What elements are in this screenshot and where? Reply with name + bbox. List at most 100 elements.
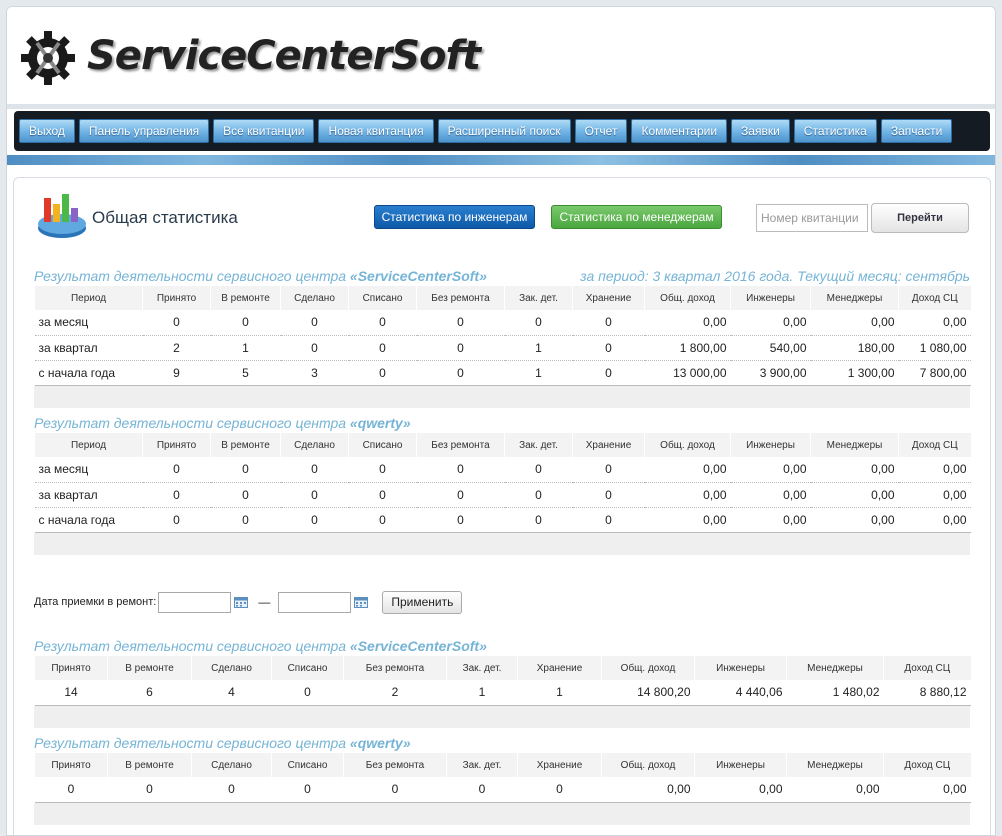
- table-footer: [34, 705, 970, 728]
- nav-control-panel[interactable]: Панель управления: [78, 119, 210, 143]
- column-header: Сделано: [191, 753, 272, 777]
- table-cell: 0,00: [898, 482, 971, 508]
- table-cell: 0: [572, 360, 645, 386]
- column-header: Без ремонта: [416, 433, 505, 457]
- nav-parts[interactable]: Запчасти: [880, 119, 953, 143]
- table-cell: 0,00: [810, 482, 899, 508]
- period-stats-table: Период Принято В ремонте Сделано Списано Без …: [34, 433, 971, 533]
- date-from-input[interactable]: [158, 591, 232, 613]
- nav-comments[interactable]: Комментарии: [631, 119, 728, 143]
- date-filter: Дата приемки в ремонт: — Применить: [34, 590, 463, 614]
- table-cell: 0: [271, 777, 344, 803]
- calendar-icon[interactable]: [354, 596, 369, 608]
- table-cell: 0: [348, 457, 417, 483]
- period-note: за период: 3 квартал 2016 года. Текущий …: [580, 268, 970, 284]
- table-cell: за квартал: [34, 482, 143, 508]
- table-cell: 14 800,20: [601, 680, 695, 706]
- column-header: Доход СЦ: [883, 753, 971, 777]
- column-header: Зак. дет.: [446, 753, 518, 777]
- table-cell: 0: [504, 457, 573, 483]
- apply-button[interactable]: Применить: [382, 590, 463, 614]
- center-name: «qwerty»: [349, 415, 411, 431]
- date-separator: —: [258, 595, 271, 609]
- column-header: Сделано: [280, 433, 349, 457]
- table-cell: 0,00: [898, 457, 971, 483]
- table-cell: 0: [517, 777, 602, 803]
- table-cell: 6: [107, 680, 192, 706]
- table-cell: 4 440,06: [694, 680, 787, 706]
- period-stats-section: Результат деятельности сервисного центра…: [34, 413, 971, 555]
- table-row: 0 0 0 0 0 0 0 0,00 0,00 0,00 0,00: [34, 777, 971, 803]
- table-cell: 0: [348, 482, 417, 508]
- nav-statistics[interactable]: Статистика: [793, 119, 877, 143]
- section-heading: Результат деятельности сервисного центра…: [34, 636, 970, 656]
- column-header: Хранение: [572, 433, 645, 457]
- section-title: Результат деятельности сервисного центра: [34, 638, 350, 654]
- go-button[interactable]: Перейти: [871, 203, 969, 233]
- column-header: Списано: [348, 433, 417, 457]
- nav-new-receipt[interactable]: Новая квитанция: [318, 119, 434, 143]
- column-header: Сделано: [191, 656, 272, 680]
- nav-logout[interactable]: Выход: [19, 119, 75, 143]
- column-header: Инженеры: [694, 753, 787, 777]
- table-cell: 0: [504, 507, 573, 533]
- receipt-number-input[interactable]: [756, 204, 868, 232]
- table-cell: 0: [343, 777, 447, 803]
- column-header: Без ремонта: [343, 753, 447, 777]
- table-row: за месяц 0 0 0 0 0 0 0 0,00 0,00 0,00 0,00: [34, 310, 971, 336]
- table-cell: 0,00: [898, 507, 971, 533]
- table-cell: 0: [142, 457, 211, 483]
- header-divider: [7, 104, 995, 109]
- table-cell: 2: [343, 680, 447, 706]
- column-header: Период: [34, 286, 143, 310]
- date-to-input[interactable]: [278, 591, 352, 613]
- table-cell: 0,00: [883, 777, 971, 803]
- column-header: В ремонте: [107, 656, 192, 680]
- table-cell: 0: [416, 507, 505, 533]
- table-cell: 0: [142, 507, 211, 533]
- center-name: «ServiceCenterSoft»: [349, 638, 487, 654]
- table-row: за месяц 0 0 0 0 0 0 0 0,00 0,00 0,00 0,00: [34, 457, 971, 483]
- column-header: Принято: [34, 656, 108, 680]
- table-footer: [34, 532, 970, 555]
- nav-requests[interactable]: Заявки: [731, 119, 790, 143]
- table-footer: [34, 385, 970, 408]
- nav-advanced-search[interactable]: Расширенный поиск: [437, 119, 571, 143]
- table-cell: 0: [210, 310, 281, 336]
- table-cell: за квартал: [34, 335, 143, 361]
- table-cell: за месяц: [34, 457, 143, 483]
- section-title: Результат деятельности сервисного центра: [34, 735, 350, 751]
- table-cell: 3 900,00: [730, 360, 811, 386]
- table-cell: 0: [107, 777, 192, 803]
- decor-stripe: [7, 155, 995, 165]
- table-cell: 0: [348, 360, 417, 386]
- table-cell: 1 300,00: [810, 360, 899, 386]
- column-header: Без ремонта: [343, 656, 447, 680]
- main-nav: Выход Панель управления Все квитанции Но…: [14, 111, 990, 151]
- table-cell: 0: [280, 482, 349, 508]
- column-header: Списано: [348, 286, 417, 310]
- column-header: Зак. дет.: [446, 656, 518, 680]
- section-title: Результат деятельности сервисного центра: [34, 415, 350, 431]
- column-header: Принято: [142, 433, 211, 457]
- table-row: с начала года 0 0 0 0 0 0 0 0,00 0,00 0,00 0,00: [34, 507, 971, 533]
- table-cell: 0: [210, 482, 281, 508]
- calendar-icon[interactable]: [234, 596, 249, 608]
- section-heading: Результат деятельности сервисного центра…: [34, 266, 970, 286]
- managers-stats-button[interactable]: Статистика по менеджерам: [551, 205, 722, 229]
- nav-report[interactable]: Отчет: [574, 119, 628, 143]
- nav-all-receipts[interactable]: Все квитанции: [213, 119, 315, 143]
- table-cell: с начала года: [34, 507, 143, 533]
- range-stats-section: Результат деятельности сервисного центра…: [34, 733, 971, 825]
- table-cell: 0,00: [898, 310, 971, 336]
- column-header: Инженеры: [730, 286, 811, 310]
- table-cell: 0: [416, 457, 505, 483]
- column-header: В ремонте: [210, 286, 281, 310]
- table-cell: 4: [191, 680, 272, 706]
- column-header: Без ремонта: [416, 286, 505, 310]
- engineers-stats-button[interactable]: Статистика по инженерам: [374, 205, 535, 229]
- column-header: Общ. доход: [601, 753, 695, 777]
- center-name: «qwerty»: [349, 735, 411, 751]
- table-cell: 180,00: [810, 335, 899, 361]
- column-header: Зак. дет.: [504, 433, 573, 457]
